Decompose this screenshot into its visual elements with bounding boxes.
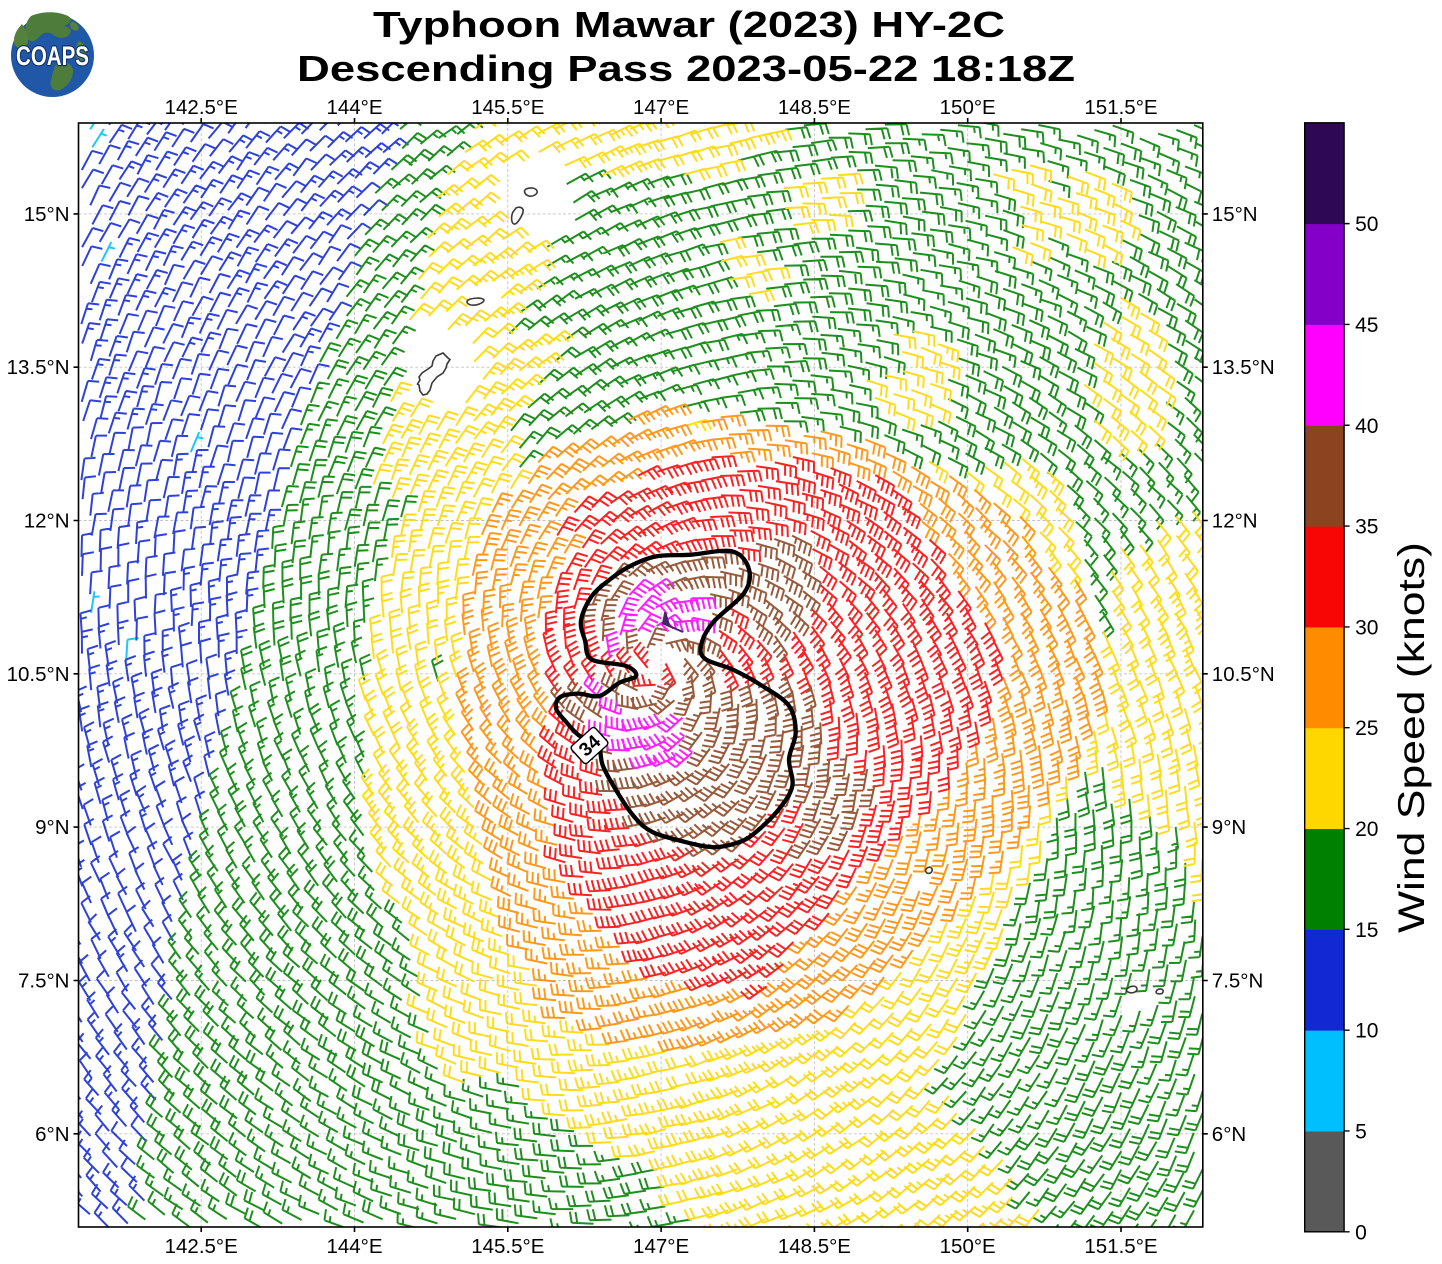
svg-text:150°E: 150°E bbox=[940, 96, 996, 119]
svg-text:20: 20 bbox=[1355, 818, 1378, 841]
svg-text:12°N: 12°N bbox=[1212, 510, 1258, 533]
svg-text:6°N: 6°N bbox=[1212, 1123, 1246, 1146]
svg-text:13.5°N: 13.5°N bbox=[7, 356, 70, 379]
svg-text:13.5°N: 13.5°N bbox=[1212, 356, 1275, 379]
svg-text:145.5°E: 145.5°E bbox=[471, 96, 544, 119]
svg-text:5: 5 bbox=[1355, 1120, 1367, 1143]
svg-text:144°E: 144°E bbox=[326, 96, 382, 119]
svg-text:144°E: 144°E bbox=[326, 1235, 382, 1258]
svg-text:15°N: 15°N bbox=[24, 203, 70, 226]
svg-text:7.5°N: 7.5°N bbox=[18, 970, 70, 993]
svg-text:35: 35 bbox=[1355, 516, 1378, 539]
svg-text:Descending Pass 2023-05-22 18:: Descending Pass 2023-05-22 18:18Z bbox=[297, 48, 1075, 89]
svg-text:15°N: 15°N bbox=[1212, 203, 1258, 226]
svg-text:142.5°E: 142.5°E bbox=[165, 1235, 238, 1258]
svg-text:151.5°E: 151.5°E bbox=[1084, 96, 1157, 119]
svg-text:40: 40 bbox=[1355, 415, 1378, 438]
svg-text:Typhoon Mawar (2023) HY-2C: Typhoon Mawar (2023) HY-2C bbox=[373, 4, 1005, 45]
svg-text:12°N: 12°N bbox=[24, 510, 70, 533]
svg-text:147°E: 147°E bbox=[633, 96, 689, 119]
svg-text:9°N: 9°N bbox=[35, 816, 69, 839]
svg-text:50: 50 bbox=[1355, 213, 1378, 236]
svg-text:45: 45 bbox=[1355, 314, 1378, 337]
svg-text:150°E: 150°E bbox=[940, 1235, 996, 1258]
svg-text:10.5°N: 10.5°N bbox=[7, 663, 70, 686]
svg-text:145.5°E: 145.5°E bbox=[471, 1235, 544, 1258]
svg-text:10: 10 bbox=[1355, 1020, 1378, 1043]
svg-text:15: 15 bbox=[1355, 919, 1378, 942]
svg-text:142.5°E: 142.5°E bbox=[165, 96, 238, 119]
svg-text:0: 0 bbox=[1355, 1221, 1367, 1244]
svg-text:147°E: 147°E bbox=[633, 1235, 689, 1258]
svg-text:151.5°E: 151.5°E bbox=[1084, 1235, 1157, 1258]
svg-text:25: 25 bbox=[1355, 717, 1378, 740]
svg-text:30: 30 bbox=[1355, 616, 1378, 639]
svg-text:148.5°E: 148.5°E bbox=[778, 96, 851, 119]
svg-text:Wind Speed (knots): Wind Speed (knots) bbox=[1391, 542, 1432, 933]
svg-text:10.5°N: 10.5°N bbox=[1212, 663, 1275, 686]
svg-text:COAPS: COAPS bbox=[16, 41, 89, 71]
svg-text:7.5°N: 7.5°N bbox=[1212, 970, 1264, 993]
svg-text:9°N: 9°N bbox=[1212, 816, 1246, 839]
svg-text:148.5°E: 148.5°E bbox=[778, 1235, 851, 1258]
svg-text:6°N: 6°N bbox=[35, 1123, 69, 1146]
